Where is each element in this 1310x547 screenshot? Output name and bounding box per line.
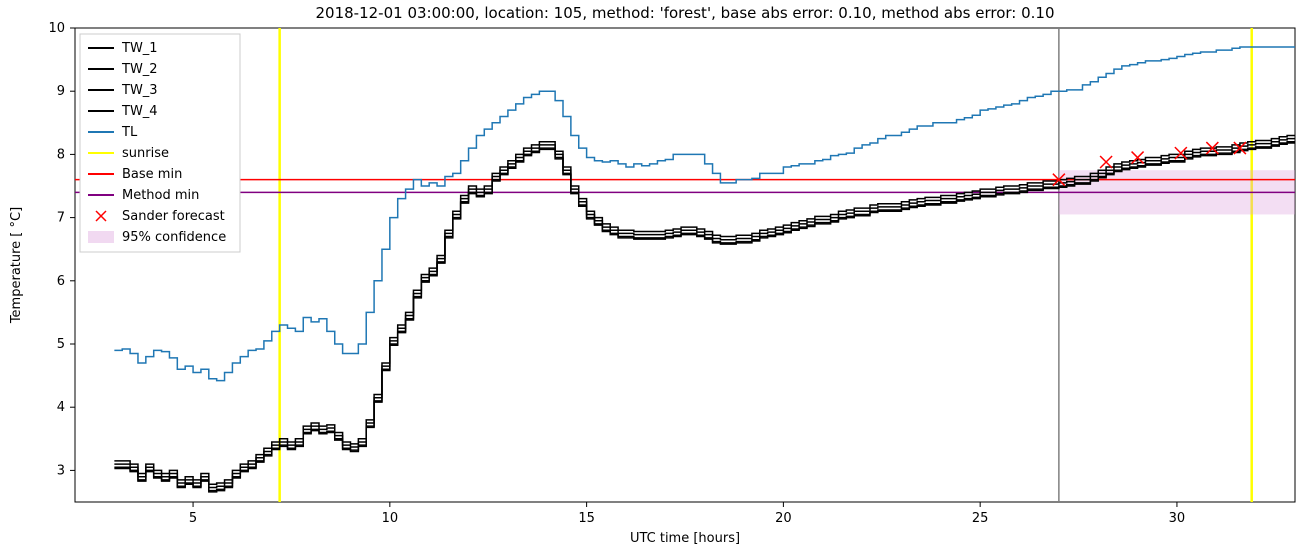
x-axis-label: UTC time [hours] [630, 531, 740, 546]
legend-label: Sander forecast [122, 209, 225, 224]
plot-border [75, 28, 1295, 502]
xtick-label: 15 [578, 511, 595, 526]
legend-label: TW_4 [121, 104, 158, 119]
ytick-label: 8 [57, 147, 65, 162]
ytick-label: 10 [48, 21, 65, 36]
ytick-label: 4 [57, 400, 65, 415]
ytick-label: 6 [57, 274, 65, 289]
legend-label: TW_2 [121, 62, 158, 77]
chart-title: 2018-12-01 03:00:00, location: 105, meth… [316, 4, 1055, 22]
legend-label: Base min [122, 167, 182, 182]
ytick-label: 3 [57, 463, 65, 478]
legend-label: TL [121, 125, 138, 140]
legend-label: TW_3 [121, 83, 158, 98]
sander-marker [1132, 152, 1144, 164]
ytick-label: 7 [57, 211, 65, 226]
ytick-label: 9 [57, 84, 65, 99]
y-axis-label: Temperature [ °C] [9, 207, 24, 324]
xtick-label: 25 [972, 511, 989, 526]
legend-label: Method min [122, 188, 199, 203]
legend-label: sunrise [122, 146, 169, 161]
ytick-label: 5 [57, 337, 65, 352]
chart-svg: 2018-12-01 03:00:00, location: 105, meth… [0, 0, 1310, 547]
xtick-label: 5 [189, 511, 197, 526]
legend-label: 95% confidence [122, 230, 226, 245]
xtick-label: 10 [382, 511, 399, 526]
xtick-label: 30 [1169, 511, 1186, 526]
chart-container: 2018-12-01 03:00:00, location: 105, meth… [0, 0, 1310, 547]
sander-marker [1100, 156, 1112, 168]
legend-swatch [88, 231, 114, 243]
xtick-label: 20 [775, 511, 792, 526]
legend-label: TW_1 [121, 41, 158, 56]
